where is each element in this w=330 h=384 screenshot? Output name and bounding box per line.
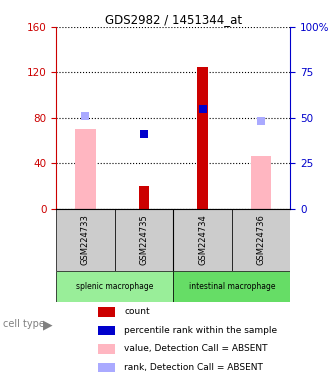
Text: value, Detection Call = ABSENT: value, Detection Call = ABSENT [124,344,268,353]
Text: GSM224735: GSM224735 [140,215,148,265]
Bar [75,129,96,209]
Point [258,118,264,124]
Bar [197,67,208,209]
Bar [173,271,290,303]
Bar [56,271,173,303]
Bar [98,344,115,354]
Text: count: count [124,307,150,316]
Bar [98,326,115,335]
Text: GSM224733: GSM224733 [81,215,90,265]
Point [83,113,88,119]
Text: intestinal macrophage: intestinal macrophage [188,282,275,291]
Bar [173,209,232,271]
Point [200,106,205,112]
Bar [139,186,149,209]
Text: splenic macrophage: splenic macrophage [76,282,153,291]
Bar [56,209,115,271]
Text: rank, Detection Call = ABSENT: rank, Detection Call = ABSENT [124,362,263,372]
Text: GSM224736: GSM224736 [257,215,266,265]
Bar [115,209,173,271]
Bar [251,156,271,209]
Text: GSM224734: GSM224734 [198,215,207,265]
Bar [232,209,290,271]
Bar [98,362,115,372]
Bar [98,307,115,317]
Point [141,131,147,137]
Text: ▶: ▶ [43,318,52,331]
Title: GDS2982 / 1451344_at: GDS2982 / 1451344_at [105,13,242,26]
Text: cell type: cell type [3,319,45,329]
Text: percentile rank within the sample: percentile rank within the sample [124,326,277,334]
